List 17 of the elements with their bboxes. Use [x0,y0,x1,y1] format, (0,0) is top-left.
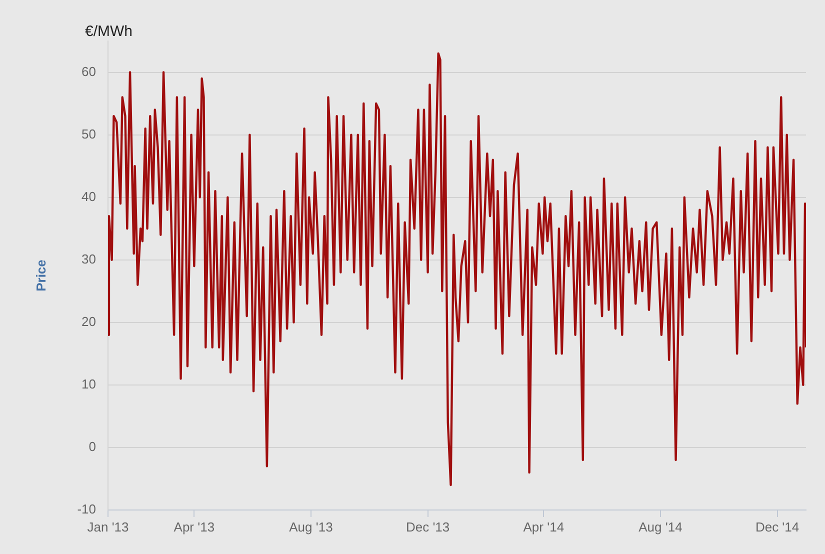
y-tick-label: 10 [82,376,96,392]
y-tick-label: 20 [82,314,96,329]
y-axis-title: Price [33,260,48,292]
y-tick-label: -10 [77,502,96,517]
x-tick-label: Dec '13 [406,519,450,534]
x-tick-label: Dec '14 [755,519,800,534]
x-tick-label: Jan '13 [87,519,129,534]
text: €/MWh [85,23,133,40]
y-tick-label: 60 [82,64,96,79]
x-tick-label: Aug '14 [638,519,682,534]
x-tick-label: Aug '13 [289,519,333,534]
y-tick-label: 50 [82,126,96,142]
x-tick-label: Apr '13 [174,519,215,534]
y-tick-label: 40 [82,188,96,204]
y-tick-label: 30 [82,251,96,266]
x-tick-label: Apr '14 [523,519,564,534]
y-tick-label: 0 [88,439,96,454]
